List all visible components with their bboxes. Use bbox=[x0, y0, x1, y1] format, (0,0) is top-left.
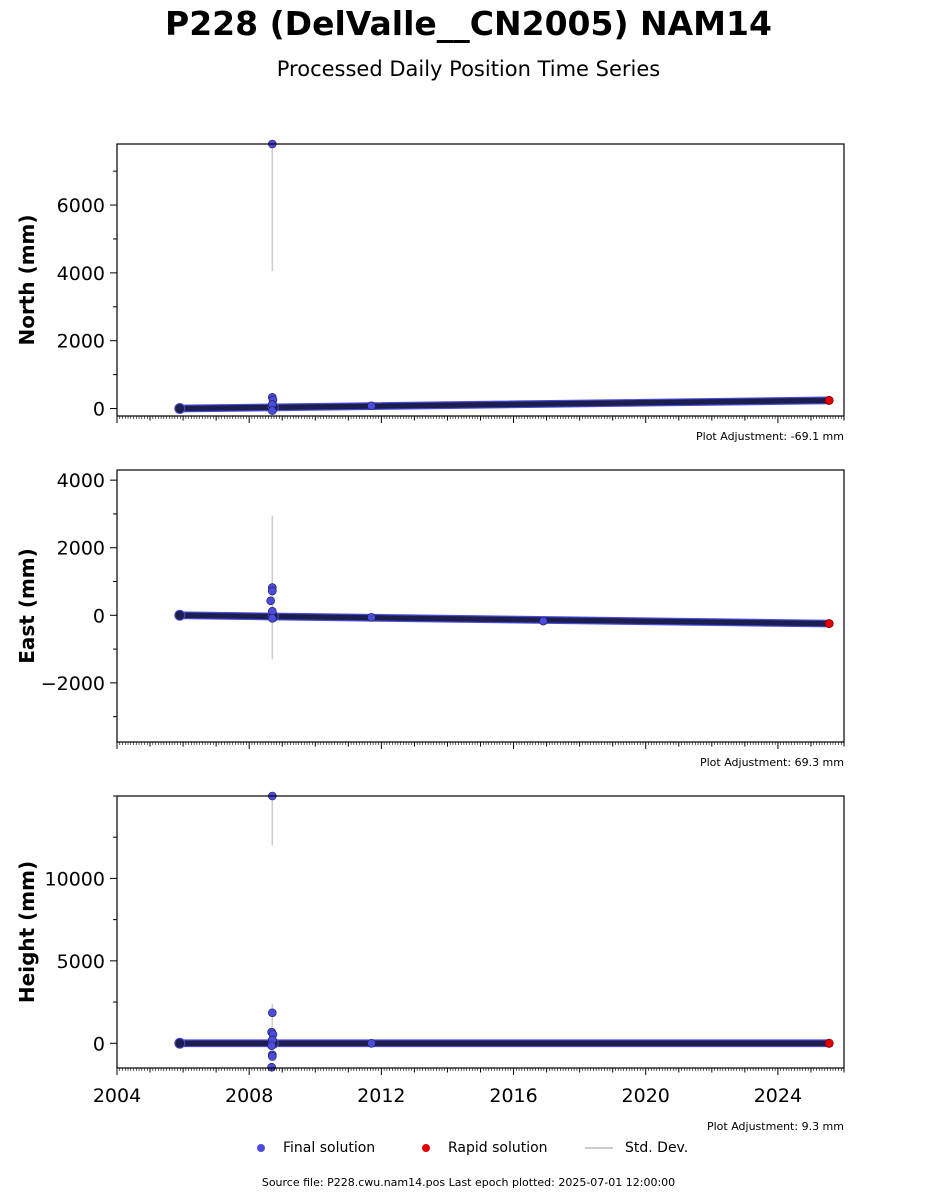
panel-1-y-tick-label: 2000 bbox=[57, 331, 105, 353]
panel-2-plot-adjustment: Plot Adjustment: 69.3 mm bbox=[700, 756, 844, 769]
panel-2-y-tick-label: 0 bbox=[93, 605, 105, 627]
panel-2-y-axis-label: East (mm) bbox=[15, 548, 39, 664]
panel-2-y-tick-label: 2000 bbox=[57, 538, 105, 560]
legend-final-label: Final solution bbox=[283, 1140, 376, 1156]
legend: Final solution Rapid solution Std. Dev. bbox=[0, 1137, 937, 1159]
source-footer: Source file: P228.cwu.nam14.pos Last epo… bbox=[261, 1176, 676, 1189]
panel-2-final-point bbox=[367, 613, 376, 622]
final-solution-marker bbox=[257, 1144, 265, 1152]
legend-final: Final solution bbox=[257, 1137, 375, 1159]
panel-2-rapid-point bbox=[824, 619, 834, 629]
panel-1-rapid-point bbox=[824, 395, 834, 405]
panel-2-final-series-band bbox=[179, 611, 272, 621]
panel-3-x-tick-label: 2016 bbox=[489, 1085, 537, 1107]
legend-rapid: Rapid solution bbox=[422, 1137, 548, 1159]
panel-3-x-tick-label: 2020 bbox=[622, 1085, 670, 1107]
panel-3-x-tick-label: 2008 bbox=[225, 1085, 273, 1107]
panel-2-axes-frame bbox=[116, 469, 845, 743]
panel-3-final-point bbox=[367, 1038, 376, 1048]
panel-3-final-point bbox=[267, 1062, 276, 1072]
legend-stddev-label: Std. Dev. bbox=[625, 1140, 689, 1156]
panel-1-final-series-band bbox=[179, 403, 272, 413]
panel-1-y-axis-label: North (mm) bbox=[15, 214, 39, 345]
panel-3-x-tick-label: 2004 bbox=[93, 1085, 141, 1107]
panel-3-axes-frame bbox=[116, 795, 845, 1069]
std-dev-line-marker bbox=[585, 1147, 613, 1149]
panel-3-x-tick-label: 2024 bbox=[754, 1085, 802, 1107]
panel-3-final-point bbox=[268, 1008, 277, 1018]
panel-3-plot-adjustment: Plot Adjustment: 9.3 mm bbox=[707, 1120, 844, 1133]
panel-1-final-series-end bbox=[174, 403, 186, 415]
panel-3-x-tick-label: 2012 bbox=[357, 1085, 405, 1107]
panel-2-final-series-end bbox=[174, 609, 186, 621]
panel-2-final-point bbox=[266, 596, 275, 606]
panel-3-final-series-band bbox=[179, 1039, 272, 1048]
panel-1-y-tick-label: 4000 bbox=[57, 263, 105, 285]
panel-2-final-series-band bbox=[272, 612, 829, 628]
panel-3-final-point bbox=[267, 1041, 276, 1051]
panel-1-final-series-band bbox=[272, 396, 829, 412]
panel-3-rapid-point bbox=[824, 1038, 834, 1048]
panel-3-final-point bbox=[268, 1052, 277, 1061]
panel-2-y-tick-label: 4000 bbox=[57, 470, 105, 492]
panel-3-y-tick-label: 0 bbox=[93, 1033, 105, 1055]
page-subtitle: Processed Daily Position Time Series bbox=[276, 57, 661, 81]
panel-3-y-tick-label: 10000 bbox=[45, 868, 105, 890]
panel-2-final-point bbox=[268, 586, 277, 596]
panel-1-plot-adjustment: Plot Adjustment: -69.1 mm bbox=[696, 430, 844, 443]
panel-3-y-axis-label: Height (mm) bbox=[15, 861, 39, 1003]
panel-2-y-tick-label: −2000 bbox=[41, 673, 105, 695]
panel-1-final-point bbox=[367, 401, 376, 411]
panel-1-y-tick-label: 0 bbox=[93, 399, 105, 421]
panel-3-y-tick-label: 5000 bbox=[57, 951, 105, 973]
page-title: P228 (DelValle__CN2005) NAM14 bbox=[165, 4, 772, 43]
panel-1-axes-frame bbox=[116, 143, 845, 417]
panel-1-y-tick-label: 6000 bbox=[57, 195, 105, 217]
panel-1-final-point bbox=[268, 406, 277, 415]
panel-2-final-point bbox=[268, 614, 277, 623]
legend-stddev: Std. Dev. bbox=[585, 1137, 688, 1159]
panel-3-final-series-band bbox=[272, 1039, 829, 1048]
legend-rapid-label: Rapid solution bbox=[448, 1140, 548, 1156]
panel-2-final-point bbox=[538, 616, 548, 626]
panel-3-final-series-end bbox=[174, 1037, 186, 1049]
rapid-solution-marker bbox=[422, 1144, 430, 1152]
